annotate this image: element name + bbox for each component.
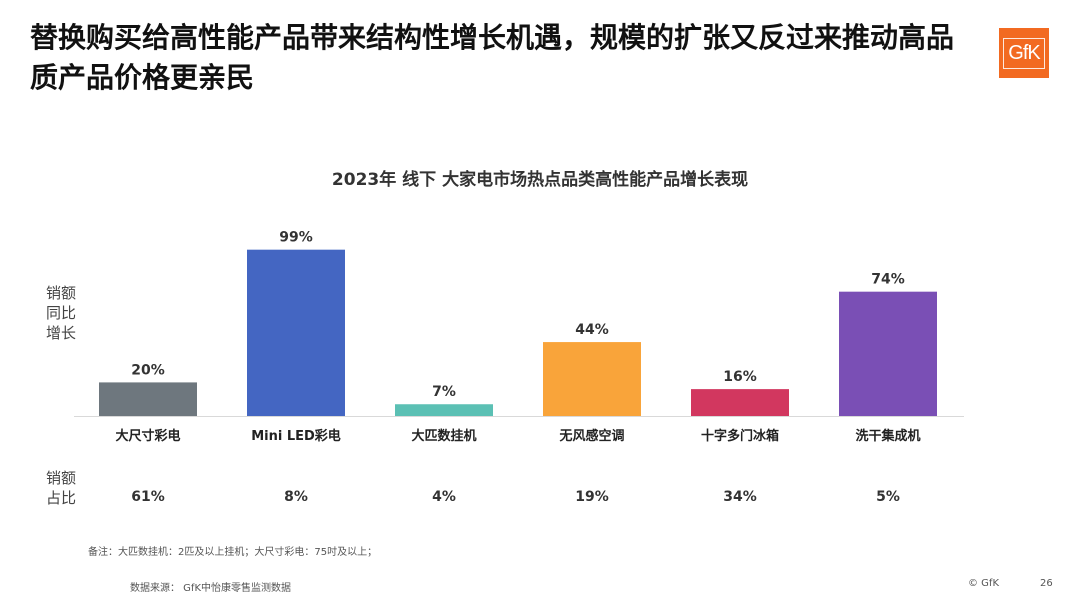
page-number: 26 [1040,578,1053,589]
bar [543,342,641,416]
bar [247,249,345,416]
data-source: 数据来源： GfK中怡康零售监测数据 [130,583,292,594]
bar-value-label: 99% [279,230,313,246]
category-label: 大匹数挂机 [411,428,476,444]
gfk-logo-text: GfK [1003,37,1045,69]
category-label: 大尺寸彩电 [115,428,180,444]
bar [99,382,197,416]
share-value-label: 5% [876,489,900,505]
share-value-label: 34% [723,489,757,505]
bar [395,404,493,416]
share-value-label: 19% [575,489,609,505]
category-label: 无风感空调 [558,428,624,444]
share-value-label: 61% [131,489,165,505]
footnote: 备注：大匹数挂机：2匹及以上挂机；大尺寸彩电：75吋及以上； [88,547,378,558]
category-label: 十字多门冰箱 [701,428,779,444]
bar-value-label: 20% [131,362,165,378]
chart-title: 2023年 线下 大家电市场热点品类高性能产品增长表现 [331,170,749,190]
category-label: 洗干集成机 [855,428,920,444]
category-label: Mini LED彩电 [251,428,341,444]
y-axis-label-line: 增长 [46,324,77,342]
bar-value-label: 7% [432,384,456,400]
share-value-label: 8% [284,489,308,505]
share-row-label-line: 占比 [46,489,77,507]
copyright: © GfK [968,578,1000,589]
bar-value-label: 44% [575,322,609,338]
bar [839,291,937,416]
slide-title: 替换购买给高性能产品带来结构性增长机遇，规模的扩张又反过来推动高品质产品价格更亲… [30,21,955,94]
bar-value-label: 74% [871,272,905,288]
y-axis-label-line: 销额 [46,284,77,302]
gfk-logo: GfK [999,28,1049,78]
share-row-label-line: 销额 [46,469,77,487]
bar [691,389,789,416]
y-axis-label: 销额 同比 增长 [46,283,86,343]
bar-value-label: 16% [723,369,757,385]
share-row-label: 销额 占比 [46,468,86,508]
share-value-label: 4% [432,489,456,505]
y-axis-label-line: 同比 [46,304,77,322]
